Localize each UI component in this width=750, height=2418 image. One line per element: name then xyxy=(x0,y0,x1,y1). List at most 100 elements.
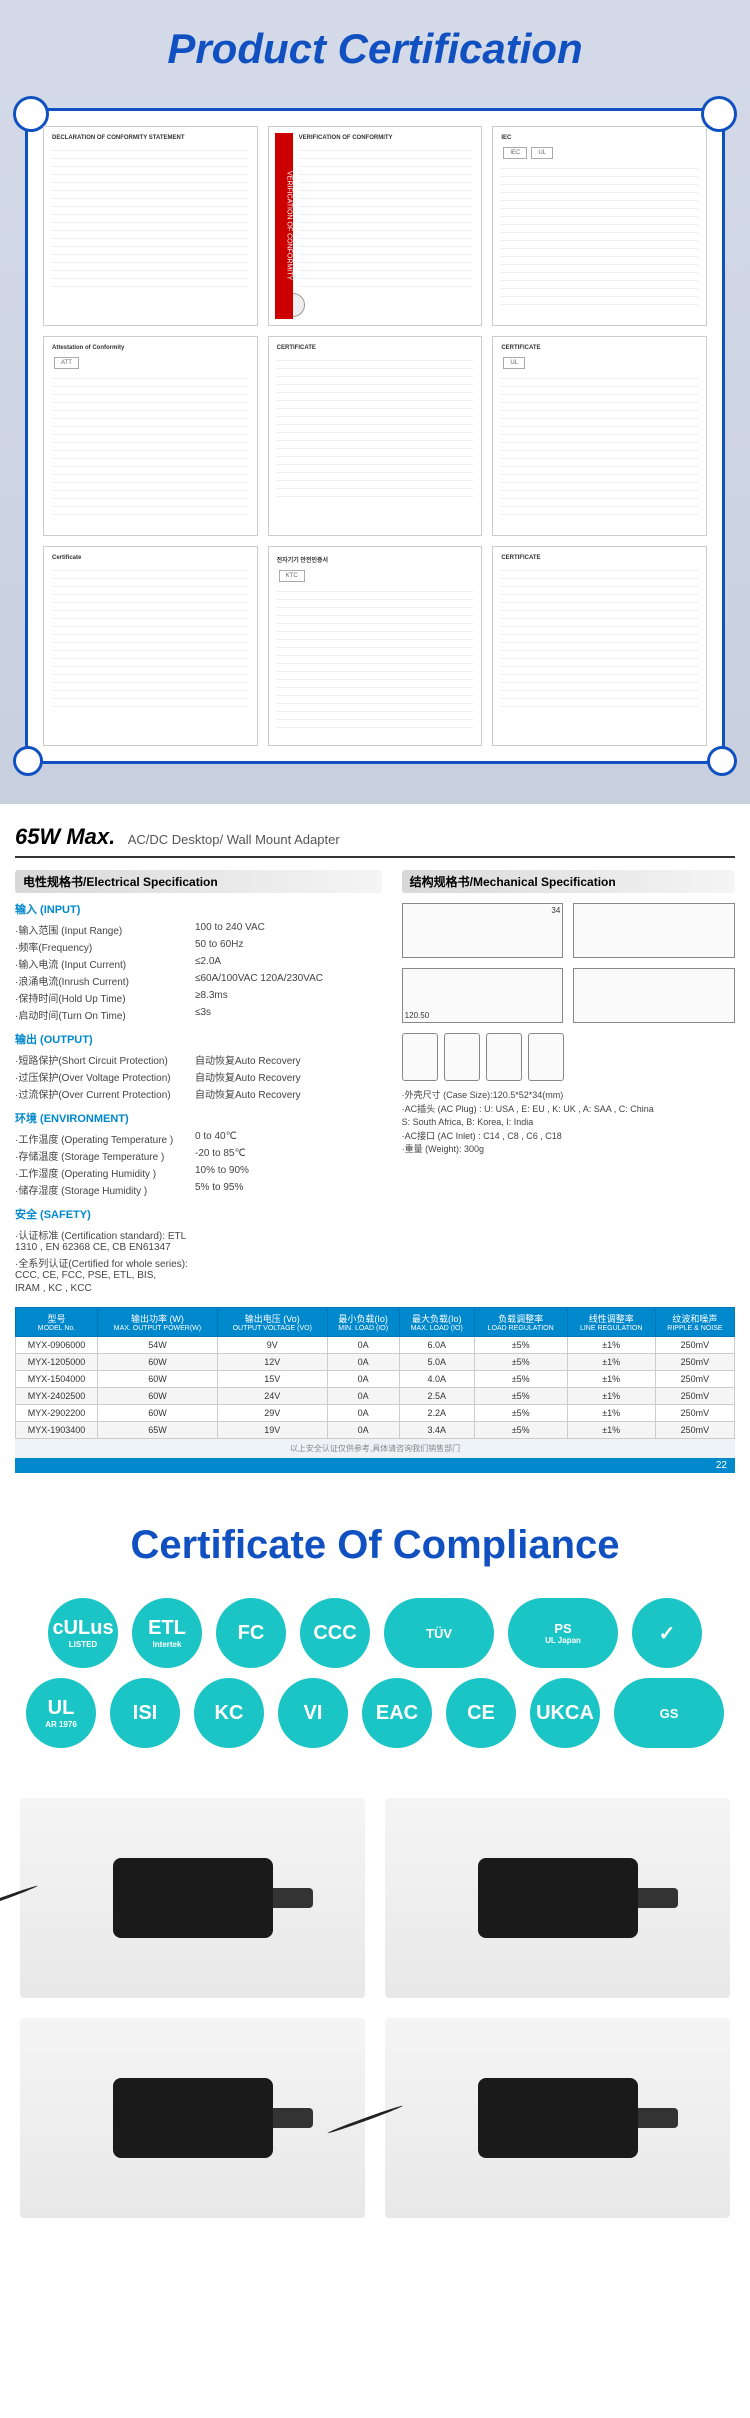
table-cell: 3.4A xyxy=(399,1422,474,1439)
spec-row: ·全系列认证(Certified for whole series): CCC,… xyxy=(15,1254,382,1282)
compliance-badge: TÜV xyxy=(384,1598,494,1668)
compliance-section: Certificate Of Compliance cULusLISTEDETL… xyxy=(0,1493,750,1778)
certificate-doc: DECLARATION OF CONFORMITY STATEMENT xyxy=(43,126,258,326)
table-cell: ±5% xyxy=(474,1405,567,1422)
table-header: 最小负载(Io)MIN. LOAD (IO) xyxy=(327,1308,399,1337)
spec-row: ·工作湿度 (Operating Humidity )10% to 90% xyxy=(15,1164,382,1181)
table-row: MYX-240250060W24V0A2.5A±5%±1%250mV xyxy=(16,1388,735,1405)
table-header: 最大负载(Io)MAX. LOAD (IO) xyxy=(399,1308,474,1337)
plug-us xyxy=(402,1033,438,1081)
table-cell: 12V xyxy=(217,1354,327,1371)
plug-row xyxy=(402,1033,735,1081)
table-cell: 0A xyxy=(327,1371,399,1388)
product-photo xyxy=(385,2018,730,2218)
spec-row: ·存储温度 (Storage Temperature )-20 to 85℃ xyxy=(15,1147,382,1164)
mech-notes: ·外壳尺寸 (Case Size):120.5*52*34(mm)·AC插头 (… xyxy=(402,1089,735,1157)
certificate-doc: Certificate xyxy=(43,546,258,746)
mech-title: 结构规格书/Mechanical Specification xyxy=(402,870,735,893)
certificate-doc: Attestation of ConformityATT xyxy=(43,336,258,536)
table-cell: MYX-1504000 xyxy=(16,1371,98,1388)
table-row: MYX-150400060W15V0A4.0A±5%±1%250mV xyxy=(16,1371,735,1388)
table-cell: ±5% xyxy=(474,1354,567,1371)
plug-uk xyxy=(528,1033,564,1081)
table-cell: 2.5A xyxy=(399,1388,474,1405)
electrical-spec-col: 电性规格书/Electrical Specification 输入 (INPUT… xyxy=(15,870,382,1295)
badge-row-1: cULusLISTEDETLIntertekFCCCCTÜVPSUL Japan… xyxy=(0,1598,750,1668)
table-cell: 29V xyxy=(217,1405,327,1422)
table-cell: 24V xyxy=(217,1388,327,1405)
spec-subsection-title: 安全 (SAFETY) xyxy=(15,1206,382,1222)
badge-row-2: ULAR 1976ISIKCVIEACCEUKCAGS xyxy=(0,1678,750,1748)
spec-row: ·认证标准 (Certification standard): ETL 1310… xyxy=(15,1226,382,1254)
spec-subsection-title: 环境 (ENVIRONMENT) xyxy=(15,1110,382,1126)
side-view-diagram xyxy=(573,903,735,958)
spec-row: ·输入范围 (Input Range)100 to 240 VAC xyxy=(15,921,382,938)
table-row: MYX-090600054W9V0A6.0A±5%±1%250mV xyxy=(16,1337,735,1354)
wattage: 65W Max. xyxy=(15,824,115,849)
mechanical-spec-col: 结构规格书/Mechanical Specification 34 120.50… xyxy=(402,870,735,1295)
certificate-doc: IECIECUL xyxy=(492,126,707,326)
table-cell: 54W xyxy=(98,1337,218,1354)
table-cell: MYX-2902200 xyxy=(16,1405,98,1422)
spec-row: ·频率(Frequency)50 to 60Hz xyxy=(15,938,382,955)
compliance-badge: UKCA xyxy=(530,1678,600,1748)
table-cell: ±1% xyxy=(567,1371,655,1388)
table-cell: 60W xyxy=(98,1405,218,1422)
table-header: 负载调整率LOAD REGULATION xyxy=(474,1308,567,1337)
table-row: MYX-190340065W19V0A3.4A±5%±1%250mV xyxy=(16,1422,735,1439)
table-cell: 0A xyxy=(327,1337,399,1354)
spec-row: ·启动时间(Turn On Time)≤3s xyxy=(15,1006,382,1023)
page-number: 22 xyxy=(15,1458,735,1473)
table-cell: MYX-0906000 xyxy=(16,1337,98,1354)
table-cell: 9V xyxy=(217,1337,327,1354)
table-cell: 0A xyxy=(327,1405,399,1422)
compliance-badge: ISI xyxy=(110,1678,180,1748)
table-cell: ±1% xyxy=(567,1354,655,1371)
table-cell: 250mV xyxy=(655,1422,734,1439)
product-photo xyxy=(385,1798,730,1998)
certificate-doc: VERIFICATION OF CONFORMITYVERIFICATION O… xyxy=(268,126,483,326)
table-cell: 15V xyxy=(217,1371,327,1388)
spec-row: ·工作温度 (Operating Temperature )0 to 40℃ xyxy=(15,1130,382,1147)
table-cell: ±5% xyxy=(474,1371,567,1388)
table-cell: 60W xyxy=(98,1354,218,1371)
table-cell: MYX-1903400 xyxy=(16,1422,98,1439)
cert-title: Product Certification xyxy=(0,0,750,98)
table-cell: 250mV xyxy=(655,1354,734,1371)
table-header: 输出电压 (Vo)OUTPUT VOLTAGE (VO) xyxy=(217,1308,327,1337)
compliance-badge: PSUL Japan xyxy=(508,1598,618,1668)
certificate-doc: 전자기기 안전인증서KTC xyxy=(268,546,483,746)
table-cell: 60W xyxy=(98,1371,218,1388)
table-cell: 60W xyxy=(98,1388,218,1405)
table-cell: ±5% xyxy=(474,1337,567,1354)
table-cell: ±1% xyxy=(567,1405,655,1422)
table-cell: 65W xyxy=(98,1422,218,1439)
cert-grid: DECLARATION OF CONFORMITY STATEMENTVERIF… xyxy=(43,126,707,746)
model-spec-table: 型号MODEL No.输出功率 (W)MAX. OUTPUT POWER(W)输… xyxy=(15,1307,735,1439)
table-cell: 4.0A xyxy=(399,1371,474,1388)
table-cell: 250mV xyxy=(655,1405,734,1422)
spec-row: ·输入电流 (Input Current)≤2.0A xyxy=(15,955,382,972)
compliance-badge: ETLIntertek xyxy=(132,1598,202,1668)
plug-eu xyxy=(486,1033,522,1081)
case-diagrams: 34 120.50 xyxy=(402,903,735,1023)
product-photo xyxy=(20,1798,365,1998)
compliance-badge: KC xyxy=(194,1678,264,1748)
table-cell: ±1% xyxy=(567,1422,655,1439)
compliance-badge: VI xyxy=(278,1678,348,1748)
table-cell: ±5% xyxy=(474,1422,567,1439)
table-cell: 250mV xyxy=(655,1388,734,1405)
table-cell: ±1% xyxy=(567,1337,655,1354)
spec-subsection-title: 输入 (INPUT) xyxy=(15,901,382,917)
compliance-title: Certificate Of Compliance xyxy=(0,1513,750,1588)
certificate-doc: CERTIFICATEUL xyxy=(492,336,707,536)
table-row: MYX-290220060W29V0A2.2A±5%±1%250mV xyxy=(16,1405,735,1422)
compliance-badge: FC xyxy=(216,1598,286,1668)
table-cell: 0A xyxy=(327,1388,399,1405)
table-cell: 0A xyxy=(327,1422,399,1439)
product-photo xyxy=(20,2018,365,2218)
product-photo-section xyxy=(0,1778,750,2258)
certificate-doc: CERTIFICATE xyxy=(268,336,483,536)
product-certification-section: Product Certification DECLARATION OF CON… xyxy=(0,0,750,804)
table-cell: MYX-2402500 xyxy=(16,1388,98,1405)
